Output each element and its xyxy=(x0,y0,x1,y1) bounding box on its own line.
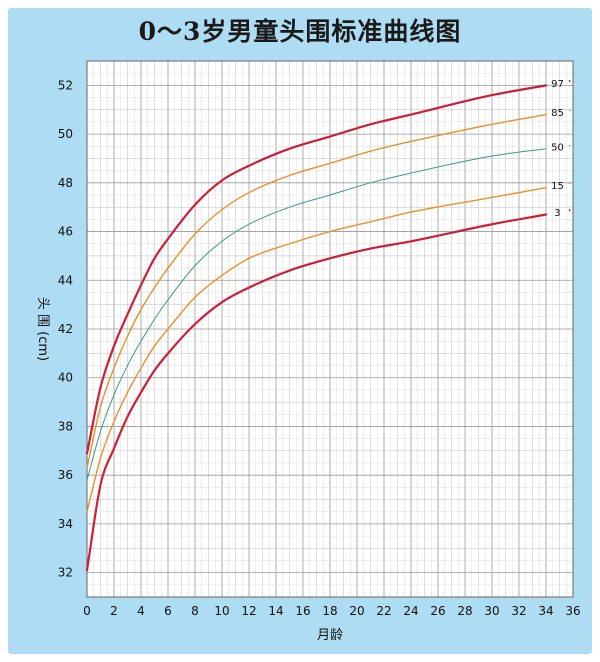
x-tick-label: 16 xyxy=(295,604,310,618)
y-tick-label: 36 xyxy=(58,468,73,482)
x-tick-label: 14 xyxy=(268,604,283,618)
percentile-97-label: 97 xyxy=(551,79,564,90)
x-axis-title: 月龄 xyxy=(317,628,343,643)
y-axis-title: 头 围 (cm) xyxy=(35,297,50,361)
x-tick-label: 18 xyxy=(322,604,337,618)
y-axis-ticks: 32 34 36 38 40 42 44 46 48 50 52 xyxy=(58,78,73,579)
percentile-3-label: 3 xyxy=(554,208,560,219)
x-tick-label: 6 xyxy=(164,604,172,618)
x-tick-label: 34 xyxy=(538,604,553,618)
y-tick-label: 38 xyxy=(58,419,73,433)
y-tick-label: 44 xyxy=(58,273,73,287)
curve-labels: 97 85 50 15 3 xyxy=(551,79,564,219)
x-tick-label: 22 xyxy=(376,604,391,618)
percentile-85-curve xyxy=(86,113,547,469)
x-tick-label: 12 xyxy=(241,604,256,618)
x-tick-label: 30 xyxy=(484,604,499,618)
percentile-85-label: 85 xyxy=(551,108,564,119)
percentile-15-curve xyxy=(86,186,547,513)
x-tick-label: 20 xyxy=(349,604,364,618)
percentile-curves xyxy=(85,79,571,572)
percentile-3-curve xyxy=(85,213,548,572)
y-tick-label: 42 xyxy=(58,322,73,336)
y-tick-label: 46 xyxy=(58,225,73,239)
percentile-50-label: 50 xyxy=(551,143,564,154)
y-tick-label: 34 xyxy=(58,517,73,531)
y-tick-label: 50 xyxy=(58,127,73,141)
x-tick-label: 28 xyxy=(457,604,472,618)
percentile-50-curve xyxy=(86,148,547,481)
x-tick-label: 4 xyxy=(137,604,145,618)
x-axis-ticks: 0 2 4 6 8 10 12 14 16 18 20 22 24 26 28 30 32 34 36 xyxy=(83,604,580,618)
percentile-15-label: 15 xyxy=(551,181,564,192)
x-tick-label: 26 xyxy=(430,604,445,618)
grid-lines xyxy=(86,60,574,598)
y-tick-label: 52 xyxy=(58,78,73,92)
x-tick-label: 24 xyxy=(403,604,418,618)
plot-border xyxy=(86,60,574,598)
x-tick-label: 32 xyxy=(511,604,526,618)
x-tick-label: 8 xyxy=(191,604,199,618)
x-tick-label: 10 xyxy=(214,604,229,618)
x-tick-label: 2 xyxy=(110,604,118,618)
percentile-97-curve xyxy=(85,84,548,455)
x-tick-label: 0 xyxy=(83,604,91,618)
y-tick-label: 48 xyxy=(58,176,73,190)
chart-title: 0～3岁男童头围标准曲线图 xyxy=(138,17,462,46)
y-tick-label: 32 xyxy=(58,566,73,580)
y-tick-label: 40 xyxy=(58,371,73,385)
x-tick-label: 36 xyxy=(565,604,580,618)
